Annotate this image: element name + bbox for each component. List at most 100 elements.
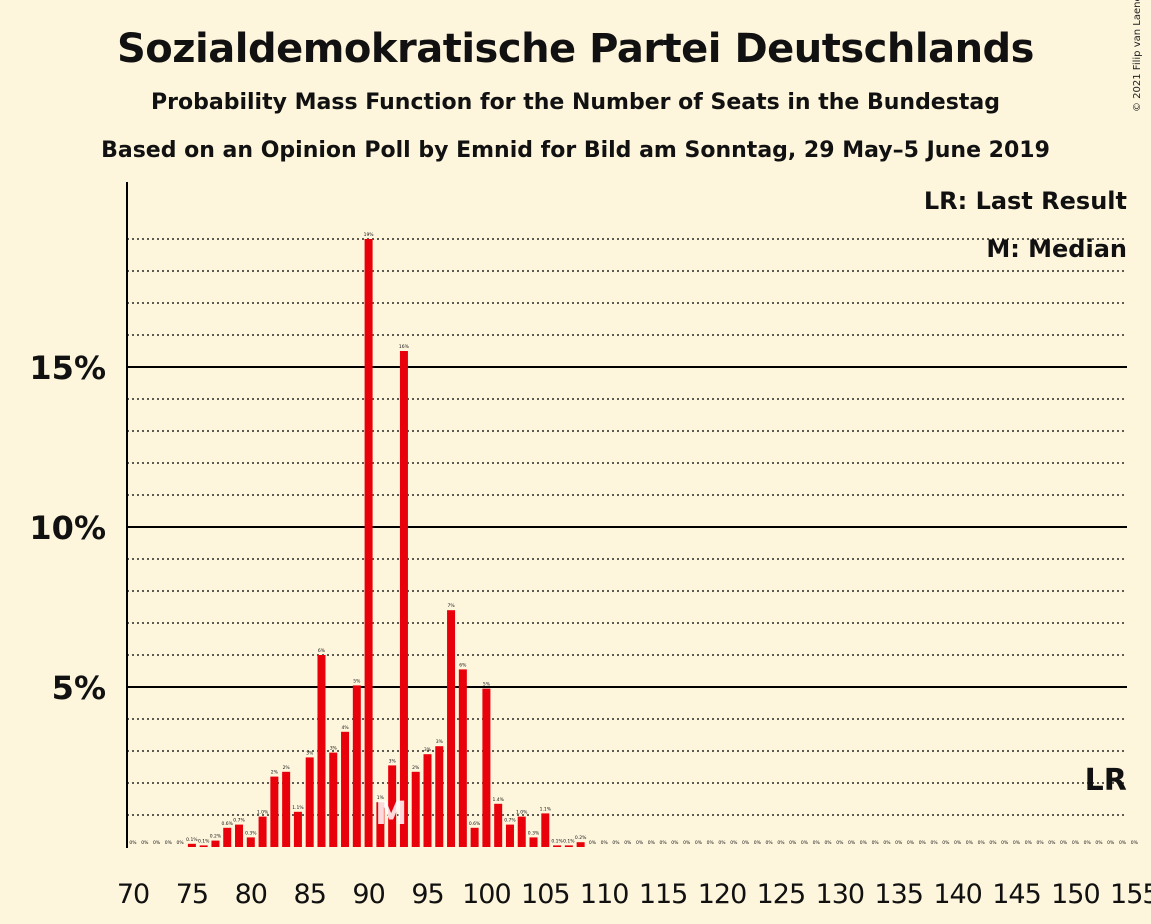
bar-label-129: 0% xyxy=(824,840,832,846)
y-tick-label: 5% xyxy=(52,669,106,707)
bar-label-108: 0.2% xyxy=(575,835,587,841)
x-tick-label-115: 115 xyxy=(639,879,688,910)
bar-label-145: 0% xyxy=(1013,840,1021,846)
bar-seat-98 xyxy=(458,669,467,847)
bar-seat-87 xyxy=(329,752,338,847)
bar-label-110: 0% xyxy=(601,840,609,846)
bar-label-84: 1.1% xyxy=(292,805,304,811)
bar-label-71: 0% xyxy=(141,840,149,846)
bar-seat-78 xyxy=(223,827,232,847)
bars xyxy=(187,239,585,847)
bar-label-82: 2% xyxy=(271,770,279,776)
bar-seat-85 xyxy=(305,757,314,847)
bar-label-86: 6% xyxy=(318,648,326,654)
bar-label-75: 0.1% xyxy=(186,837,198,843)
bar-label-105: 1.1% xyxy=(540,806,552,812)
bar-label-90: 19% xyxy=(364,232,375,238)
x-tick-label-135: 135 xyxy=(874,879,923,910)
bar-seat-83 xyxy=(282,771,291,847)
bar-label-149: 0% xyxy=(1060,840,1068,846)
bar-label-148: 0% xyxy=(1048,840,1056,846)
x-tick-label-100: 100 xyxy=(462,879,511,910)
x-tick-label-110: 110 xyxy=(580,879,629,910)
bar-label-134: 0% xyxy=(883,840,891,846)
x-tick-label-140: 140 xyxy=(933,879,982,910)
bar-seat-107 xyxy=(564,845,573,847)
x-tick-label-75: 75 xyxy=(176,879,208,910)
bar-label-121: 0% xyxy=(730,840,738,846)
median-marker: M xyxy=(375,794,407,832)
bar-label-116: 0% xyxy=(671,840,679,846)
bar-seat-90 xyxy=(364,239,373,847)
bar-seat-95 xyxy=(423,754,432,847)
x-tick-label-130: 130 xyxy=(816,879,865,910)
bar-label-115: 0% xyxy=(660,840,668,846)
bar-seat-100 xyxy=(482,688,491,847)
bar-label-126: 0% xyxy=(789,840,797,846)
x-tick-label-150: 150 xyxy=(1051,879,1100,910)
bar-label-102: 0.7% xyxy=(504,818,516,824)
bar-label-127: 0% xyxy=(801,840,809,846)
bar-label-154: 0% xyxy=(1119,840,1127,846)
bar-label-87: 3% xyxy=(330,746,338,752)
bar-seat-103 xyxy=(517,816,526,847)
bar-seat-96 xyxy=(435,746,444,847)
bar-seat-75 xyxy=(187,843,196,847)
x-tick-label-85: 85 xyxy=(294,879,326,910)
bar-label-133: 0% xyxy=(872,840,880,846)
x-tick-label-145: 145 xyxy=(992,879,1041,910)
bar-label-101: 1.4% xyxy=(492,797,504,803)
y-tick-labels: 5% 10% 15% xyxy=(29,349,106,707)
bar-label-140: 0% xyxy=(954,840,962,846)
bar-label-152: 0% xyxy=(1095,840,1103,846)
bar-label-113: 0% xyxy=(636,840,644,846)
bar-label-109: 0% xyxy=(589,840,597,846)
last-result-marker: LR xyxy=(1085,763,1127,798)
bar-label-111: 0% xyxy=(612,840,620,846)
gridlines xyxy=(127,238,1127,816)
legend-median: M: Median xyxy=(986,235,1127,263)
x-tick-label-70: 70 xyxy=(117,879,149,910)
bar-label-80: 0.3% xyxy=(245,830,257,836)
bar-label-146: 0% xyxy=(1025,840,1033,846)
bar-labels: 0% 0% 0% 0% 0%0.1% 0.1%0.2%0.6%0.7%0.3%1.0%2%… xyxy=(129,232,1138,846)
bar-label-155: 0% xyxy=(1131,840,1139,846)
bar-label-144: 0% xyxy=(1001,840,1009,846)
bar-seat-102 xyxy=(505,824,514,847)
bar-label-142: 0% xyxy=(978,840,986,846)
bar-label-125: 0% xyxy=(777,840,785,846)
x-tick-labels: 70 75 80 85 90 95 100 105 110 115 120 125 130 135 140 1… xyxy=(117,879,1151,910)
bar-label-76: 0.1% xyxy=(198,838,210,844)
bar-label-93: 16% xyxy=(399,344,410,350)
bar-label-74: 0% xyxy=(177,840,185,846)
bar-seat-76 xyxy=(199,845,208,847)
bar-label-88: 4% xyxy=(341,725,349,731)
bar-label-73: 0% xyxy=(165,840,173,846)
bar-label-79: 0.7% xyxy=(233,818,245,824)
bar-label-150: 0% xyxy=(1072,840,1080,846)
bar-seat-97 xyxy=(447,610,456,847)
bar-label-96: 3% xyxy=(436,739,444,745)
bar-label-100: 5% xyxy=(483,682,491,688)
x-tick-label-105: 105 xyxy=(521,879,570,910)
bar-label-114: 0% xyxy=(648,840,656,846)
x-tick-label-125: 125 xyxy=(757,879,806,910)
bar-seat-82 xyxy=(270,776,279,847)
bar-seat-79 xyxy=(235,824,244,847)
bar-label-95: 3% xyxy=(424,747,432,753)
bar-label-77: 0.2% xyxy=(210,834,222,840)
bar-label-120: 0% xyxy=(718,840,726,846)
bar-label-99: 0.6% xyxy=(469,821,481,827)
chart-title: Sozialdemokratische Partei Deutschlands xyxy=(116,26,1035,72)
markers: M LR xyxy=(375,763,1127,832)
bar-seat-86 xyxy=(317,655,326,847)
bar-seat-93 xyxy=(399,351,408,847)
chart-subtitle: Probability Mass Function for the Number… xyxy=(151,90,1000,115)
bar-seat-89 xyxy=(352,685,361,847)
legend-last-result: LR: Last Result xyxy=(924,187,1127,215)
bar-label-138: 0% xyxy=(930,840,938,846)
bar-label-83: 2% xyxy=(283,765,291,771)
bar-seat-92 xyxy=(388,765,397,847)
bar-label-151: 0% xyxy=(1084,840,1092,846)
